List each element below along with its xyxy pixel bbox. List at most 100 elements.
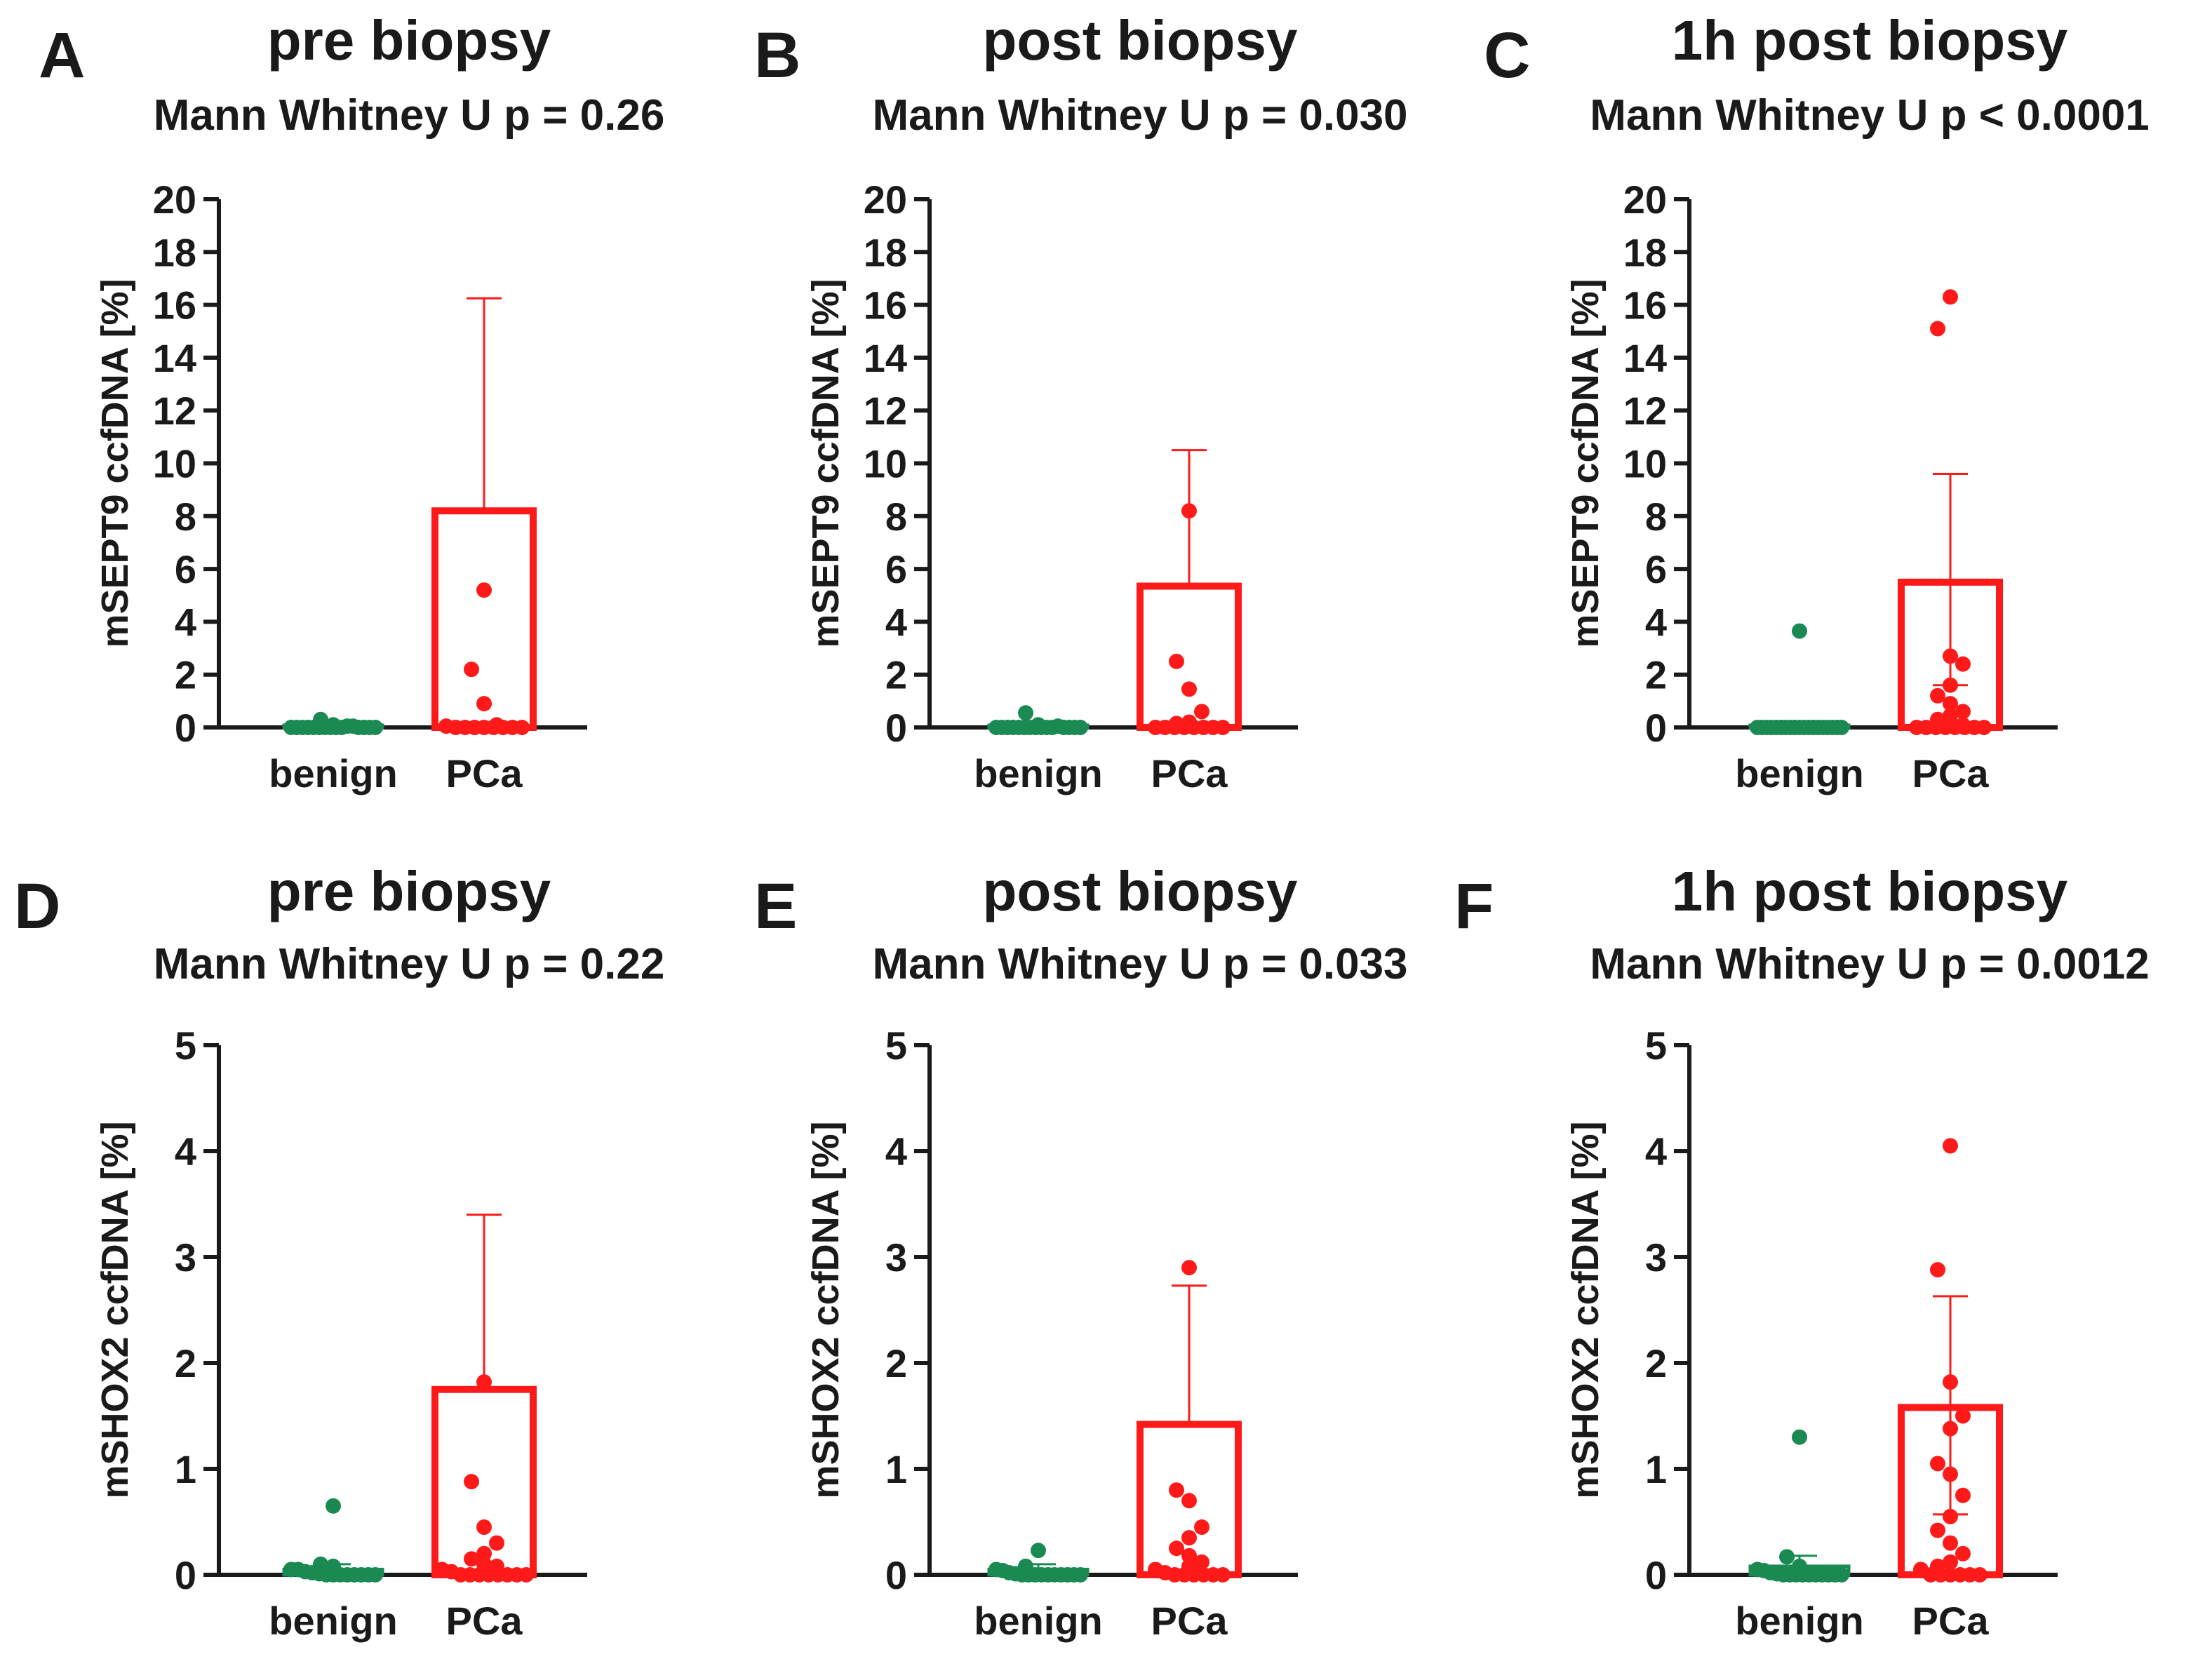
- data-point-pca: [1169, 1482, 1184, 1498]
- x-tick-label-pca: PCa: [446, 1599, 523, 1643]
- y-axis-label: mSHOX2 ccfDNA [%]: [94, 1121, 136, 1498]
- y-tick-label: 1: [1645, 1447, 1667, 1491]
- data-point-benign: [1792, 624, 1807, 639]
- y-tick-label: 20: [864, 177, 907, 222]
- panel-title: 1h post biopsy: [1672, 860, 2068, 922]
- y-tick-label: 4: [885, 1129, 907, 1174]
- x-tick-label-pca: PCa: [1151, 751, 1228, 795]
- y-tick-label: 18: [864, 230, 907, 274]
- data-point-pca: [476, 582, 492, 598]
- data-point-pca: [1943, 1536, 1958, 1551]
- y-tick-label: 4: [1645, 1129, 1667, 1174]
- y-tick-label: 4: [175, 600, 196, 644]
- data-point-pca: [1955, 1409, 1971, 1424]
- y-tick-label: 2: [175, 653, 196, 697]
- y-tick-label: 10: [864, 442, 907, 486]
- y-tick-label: 16: [153, 283, 196, 328]
- panel-d: Dpre biopsyMann Whitney U p = 0.22mSHOX2…: [14, 860, 664, 1643]
- y-tick-label: 4: [885, 600, 907, 644]
- data-point-benign: [1031, 717, 1046, 732]
- x-tick-label-benign: benign: [1735, 751, 1864, 795]
- data-point-pca: [1930, 1523, 1945, 1538]
- data-point-pca: [1972, 1567, 1988, 1583]
- panel-title: post biopsy: [983, 860, 1298, 922]
- data-point-pca: [1215, 1567, 1231, 1583]
- data-point-benign: [1779, 1549, 1795, 1564]
- data-point-pca: [1930, 1456, 1945, 1471]
- data-point-benign: [1073, 1567, 1088, 1583]
- data-point-benign: [1834, 720, 1849, 735]
- data-point-pca: [1943, 1421, 1958, 1437]
- data-point-pca: [1181, 681, 1197, 697]
- y-tick-label: 6: [885, 547, 907, 591]
- panel-subtitle: Mann Whitney U p = 0.26: [154, 91, 665, 140]
- panel-title: post biopsy: [983, 9, 1298, 72]
- data-point-pca: [518, 1567, 534, 1583]
- data-point-pca: [1181, 503, 1197, 518]
- x-tick-label-benign: benign: [269, 1599, 398, 1643]
- panel-subtitle: Mann Whitney U p < 0.0001: [1590, 91, 2150, 140]
- y-tick-label: 6: [175, 547, 196, 591]
- y-tick-label: 1: [885, 1447, 907, 1491]
- data-point-benign: [1834, 1567, 1849, 1583]
- x-tick-label-pca: PCa: [1151, 1599, 1228, 1643]
- data-point-benign: [368, 1567, 383, 1583]
- data-point-pca: [464, 661, 479, 677]
- y-tick-label: 0: [1645, 706, 1667, 750]
- data-point-pca: [1943, 289, 1958, 304]
- data-point-pca: [1194, 1519, 1209, 1535]
- data-point-pca: [1943, 678, 1958, 693]
- data-point-benign: [1792, 1430, 1807, 1445]
- data-point-pca: [1943, 1467, 1958, 1482]
- data-point-pca: [1943, 1138, 1958, 1153]
- y-axis-label: mSEPT9 ccfDNA [%]: [94, 278, 136, 647]
- y-tick-label: 4: [1645, 600, 1667, 644]
- y-tick-label: 14: [1623, 336, 1667, 380]
- y-axis-label: mSHOX2 ccfDNA [%]: [1564, 1121, 1607, 1498]
- data-point-pca: [1930, 321, 1945, 336]
- panel-letter: B: [754, 20, 800, 91]
- data-point-pca: [1194, 704, 1209, 719]
- x-tick-label-benign: benign: [269, 751, 398, 795]
- y-axis-label: mSHOX2 ccfDNA [%]: [805, 1121, 847, 1498]
- x-tick-label-benign: benign: [974, 1599, 1103, 1643]
- data-point-pca: [1169, 654, 1184, 669]
- data-point-pca: [1181, 1493, 1197, 1508]
- y-tick-label: 20: [1623, 177, 1667, 222]
- y-tick-label: 5: [885, 1023, 907, 1068]
- data-point-pca: [1955, 1488, 1971, 1503]
- panel-title: 1h post biopsy: [1672, 9, 2068, 72]
- data-point-pca: [1976, 720, 1992, 735]
- data-point-benign: [1073, 720, 1088, 735]
- y-tick-label: 3: [885, 1235, 907, 1279]
- x-tick-label-pca: PCa: [1912, 1599, 1990, 1643]
- data-point-pca: [1955, 1546, 1971, 1561]
- y-tick-label: 2: [885, 653, 907, 697]
- data-point-benign: [313, 712, 328, 727]
- y-tick-label: 0: [175, 706, 196, 750]
- data-point-pca: [1943, 1509, 1958, 1524]
- data-point-benign: [326, 1498, 341, 1514]
- y-tick-label: 3: [1645, 1235, 1667, 1279]
- data-point-pca: [1943, 1374, 1958, 1390]
- x-tick-label-benign: benign: [974, 751, 1103, 795]
- y-axis-label: mSEPT9 ccfDNA [%]: [805, 278, 847, 647]
- y-axis-label: mSEPT9 ccfDNA [%]: [1564, 278, 1607, 647]
- y-tick-label: 2: [1645, 653, 1667, 697]
- data-point-pca: [476, 1519, 492, 1535]
- panel-title: pre biopsy: [267, 9, 551, 72]
- x-tick-label-benign: benign: [1735, 1599, 1864, 1643]
- panel-e: Epost biopsyMann Whitney U p = 0.033mSHO…: [754, 860, 1408, 1643]
- panel-subtitle: Mann Whitney U p = 0.033: [872, 940, 1407, 988]
- data-point-benign: [1018, 705, 1033, 720]
- y-tick-label: 1: [175, 1447, 196, 1491]
- y-tick-label: 2: [885, 1341, 907, 1385]
- y-tick-label: 14: [153, 336, 196, 380]
- data-point-pca: [489, 1536, 504, 1551]
- x-tick-label-pca: PCa: [1912, 751, 1990, 795]
- y-tick-label: 12: [153, 389, 196, 433]
- panel-subtitle: Mann Whitney U p = 0.0012: [1590, 940, 2150, 988]
- data-point-pca: [1181, 1530, 1197, 1545]
- panel-letter: C: [1484, 20, 1530, 91]
